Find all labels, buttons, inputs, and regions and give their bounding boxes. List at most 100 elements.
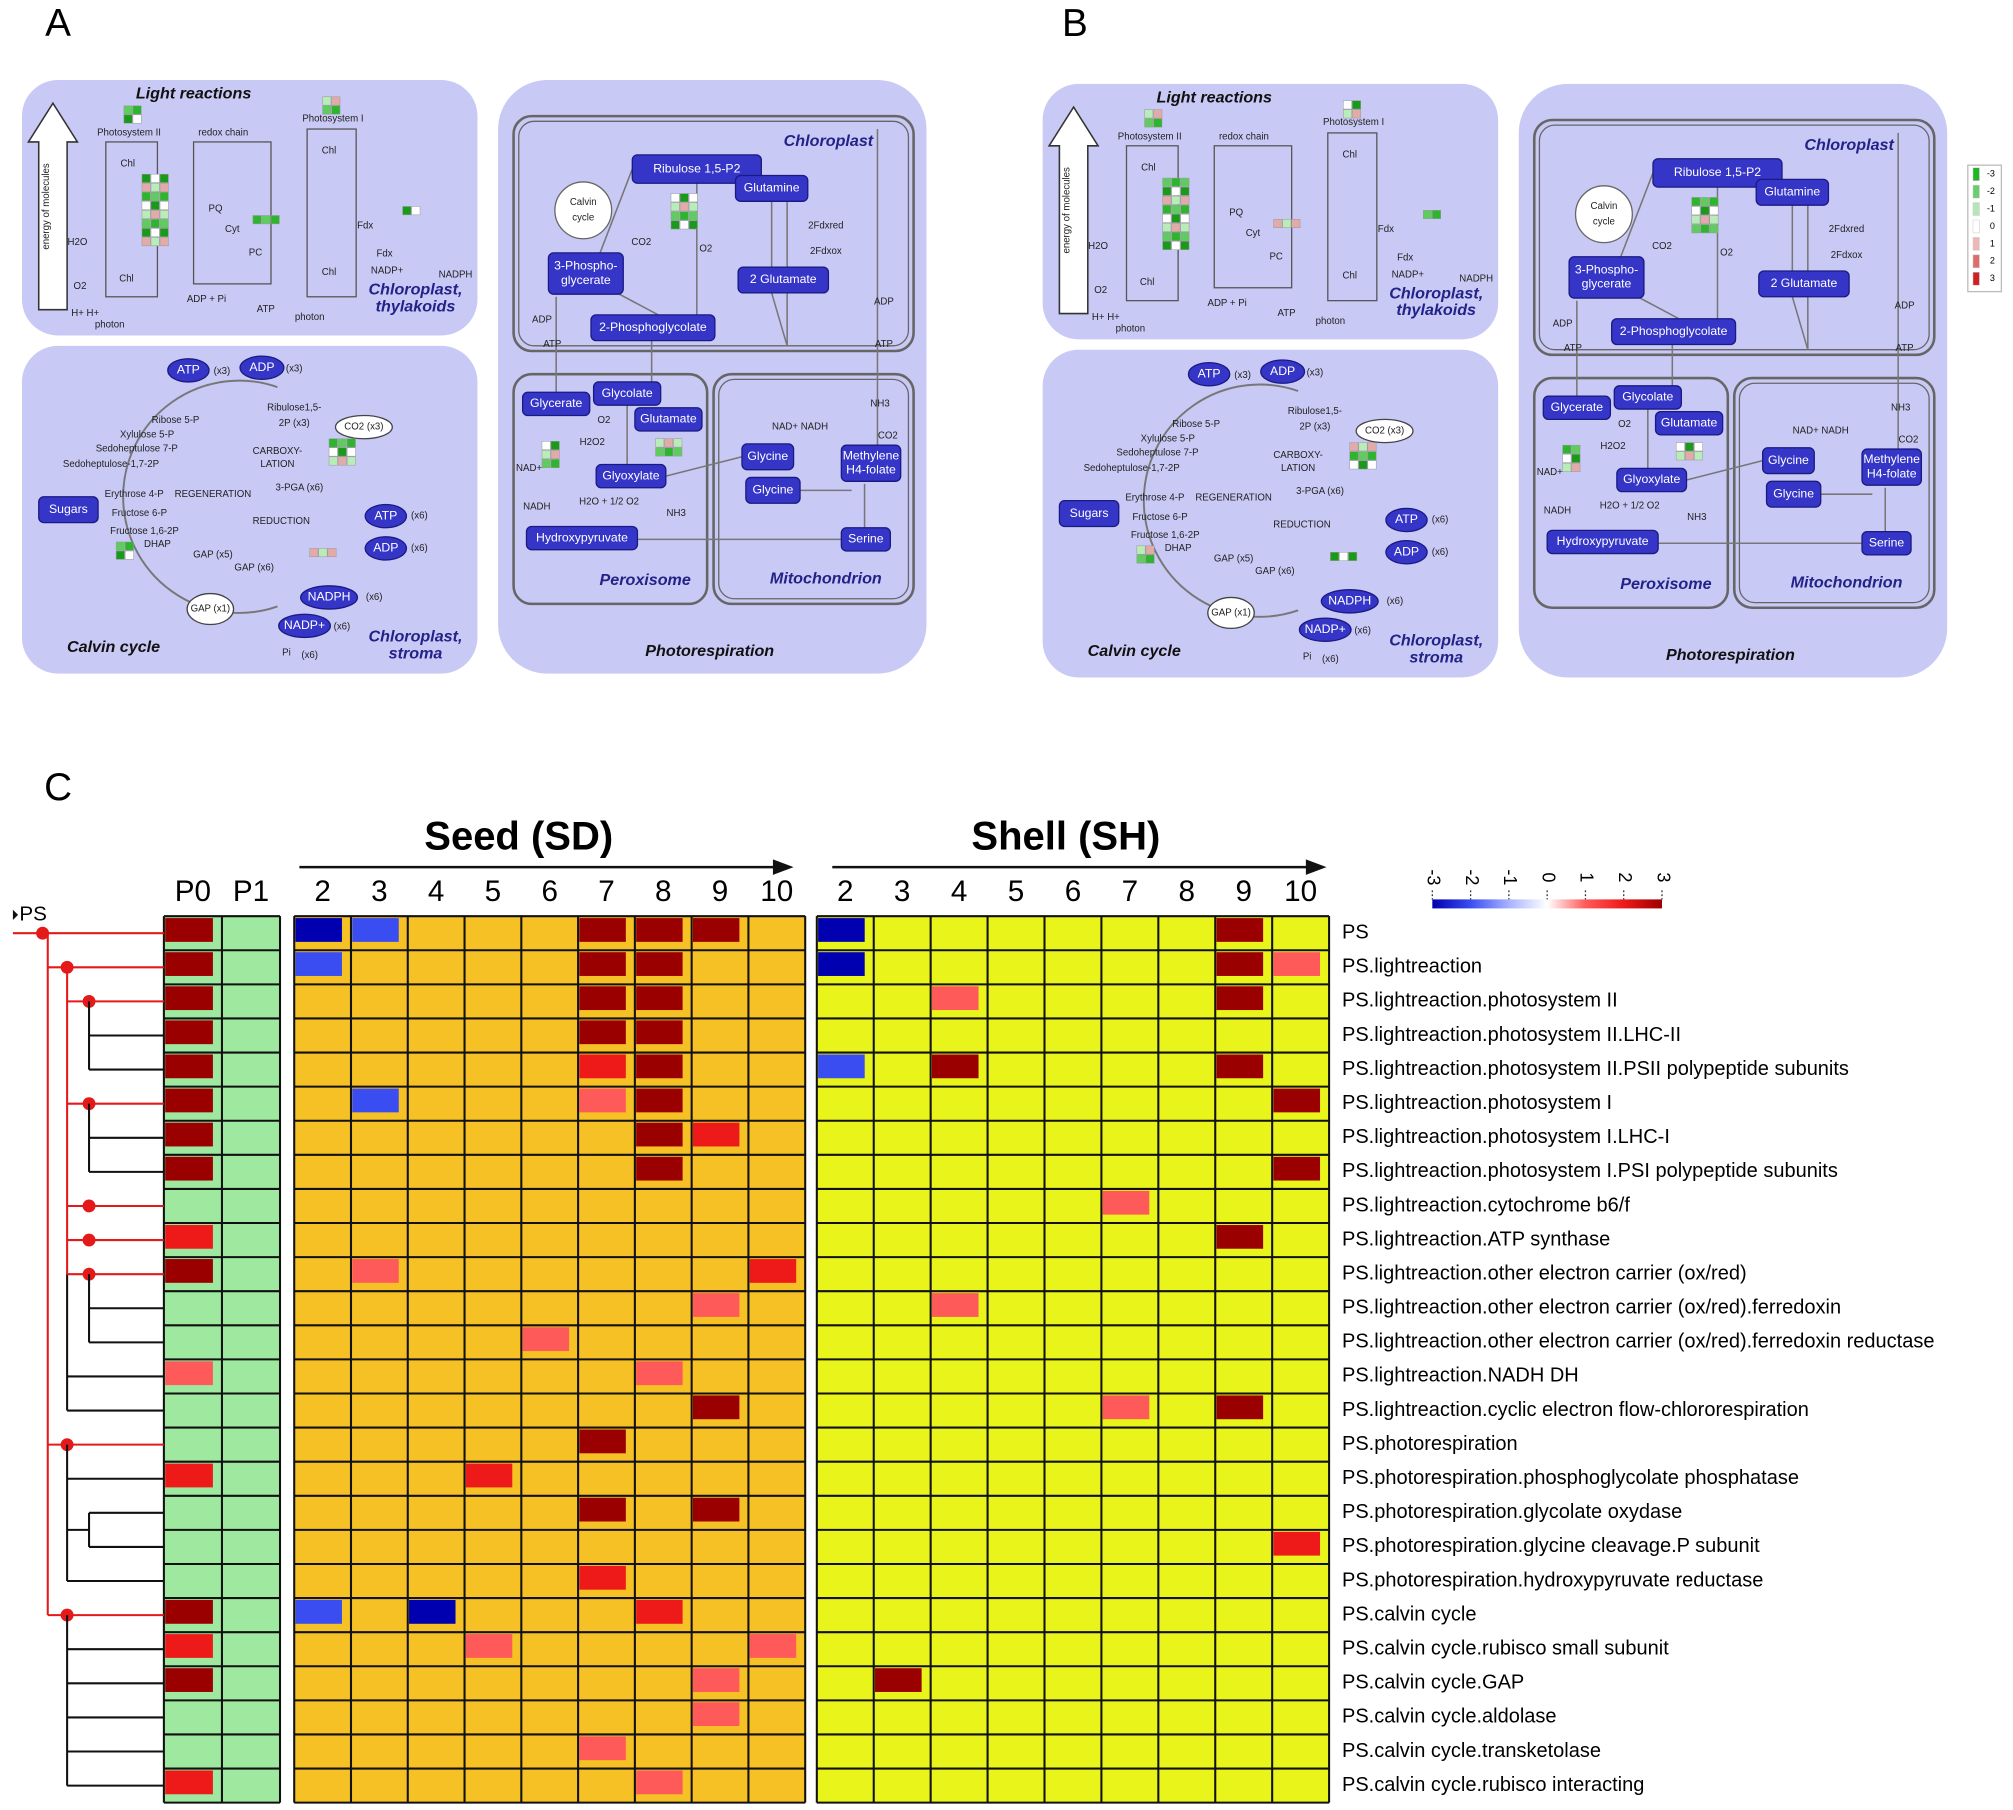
heatmap-cell bbox=[1273, 1088, 1321, 1113]
metabolite-box bbox=[1861, 448, 1923, 486]
metabolite-label: Glycine bbox=[1773, 486, 1814, 500]
heatmap-cell bbox=[636, 918, 683, 942]
group-title: Shell (SH) bbox=[971, 814, 1160, 858]
dendrogram-node bbox=[60, 1438, 74, 1452]
metabolite-label: NADPH bbox=[308, 590, 351, 604]
heatmap-cell bbox=[352, 1088, 399, 1113]
pathway-label: H2O + 1/2 O2 bbox=[579, 497, 639, 508]
metabolite-label: Glycerate bbox=[1551, 400, 1604, 414]
peroxisome-membrane bbox=[1532, 376, 1730, 610]
metabolite-label: ATP bbox=[1395, 512, 1418, 526]
pathway-label: REGENERATION bbox=[175, 489, 252, 500]
scale-tick-label: 3 bbox=[1653, 872, 1673, 882]
row-label: PS.calvin cycle.transketolase bbox=[1342, 1740, 1601, 1762]
gene-square bbox=[150, 237, 160, 247]
pathway-label: PC bbox=[249, 247, 262, 258]
gene-square bbox=[1348, 552, 1358, 561]
metabolite-box bbox=[167, 358, 210, 383]
legend-tick-label: 2 bbox=[1990, 256, 1995, 266]
pathway-label: Photosystem I bbox=[302, 113, 363, 124]
heatmap-cell bbox=[636, 1020, 683, 1045]
metabolite-box bbox=[634, 407, 703, 432]
pathway-legend: -3 -2 -1 0 1 2 3 bbox=[1967, 164, 2003, 293]
pathway-label: (x6) bbox=[411, 511, 428, 522]
pathway-label: GAP (x6) bbox=[1255, 566, 1295, 577]
gene-square bbox=[1349, 451, 1359, 461]
legend-tick-label: 0 bbox=[1990, 221, 1995, 231]
row-label: PS.lightreaction bbox=[1342, 956, 1482, 978]
scale-tick-label: -3 bbox=[1424, 869, 1444, 885]
arrow bbox=[770, 180, 788, 347]
gene-square bbox=[673, 447, 683, 457]
gene-square bbox=[115, 541, 125, 551]
metabolite-label: NADP+ bbox=[284, 618, 325, 632]
heatmap-cell bbox=[1216, 986, 1264, 1011]
heatmap-cell bbox=[165, 952, 213, 976]
legend-tick-label: -3 bbox=[1987, 169, 1995, 179]
scale-tick-label: -2 bbox=[1462, 869, 1482, 885]
pathway-label: ADP bbox=[1553, 318, 1573, 329]
gene-square bbox=[270, 215, 280, 225]
column-label: 9 bbox=[712, 875, 729, 908]
pathway-panel: Ribulose 1,5-P2 Glutamine 3-Phospho-glycer… bbox=[21, 80, 927, 674]
metabolite-label: Glutamine bbox=[1764, 184, 1820, 198]
heatmap-cell bbox=[931, 986, 979, 1011]
metabolite-label: H4-folate bbox=[1867, 466, 1917, 480]
gene-square bbox=[679, 202, 689, 212]
metabolite-label: Glycine bbox=[747, 449, 788, 463]
gene-square bbox=[141, 219, 151, 229]
column-label: 8 bbox=[1179, 875, 1196, 908]
row-label: PS.photorespiration.glycine cleavage.P s… bbox=[1342, 1535, 1760, 1557]
pathway-label: ADP bbox=[532, 315, 552, 326]
metabolite-label: Sugars bbox=[49, 502, 88, 516]
metabolite-label: Glutamate bbox=[1661, 415, 1718, 429]
heatmap-cell bbox=[165, 1634, 213, 1658]
heatmap-cell bbox=[692, 1702, 740, 1727]
gene-square bbox=[1153, 118, 1163, 128]
dendrogram-node bbox=[82, 1199, 96, 1213]
group-arrowhead bbox=[772, 859, 794, 875]
pathway-label: Photosystem II bbox=[97, 127, 161, 138]
gene-square bbox=[1162, 195, 1172, 205]
pathway-label: ADP bbox=[874, 296, 894, 307]
pathway-label: ATP bbox=[875, 339, 893, 350]
heatmap-cell bbox=[818, 952, 865, 976]
heatmap-cell bbox=[692, 1497, 740, 1522]
heatmap-cell bbox=[1216, 952, 1264, 976]
gene-square bbox=[1171, 204, 1181, 214]
gene-square bbox=[541, 459, 551, 469]
pathway-label: NAD+ NADH bbox=[1793, 426, 1849, 437]
region-label: Photorespiration bbox=[1666, 646, 1795, 664]
heatmap-cell bbox=[636, 986, 683, 1011]
pathway-label: Cyt bbox=[225, 224, 240, 235]
pathway-label: photon bbox=[1116, 324, 1146, 335]
pathway-label: (x3) bbox=[214, 366, 231, 377]
pathway-label: photon bbox=[95, 320, 125, 331]
gene-square bbox=[327, 548, 337, 558]
thylakoid bbox=[1213, 145, 1293, 289]
gene-square bbox=[1358, 460, 1368, 470]
pathway-label: Erythrose 4-P bbox=[105, 489, 164, 500]
gene-square bbox=[141, 173, 151, 183]
gap-oval bbox=[1207, 596, 1255, 630]
pathway-label: CO2 (x3) bbox=[1365, 426, 1404, 437]
heatmap-cell bbox=[1273, 1531, 1321, 1556]
pathway-label: ADP bbox=[1895, 300, 1915, 311]
gene-square bbox=[1367, 442, 1377, 452]
gene-square bbox=[670, 220, 680, 230]
metabolite-box bbox=[1298, 617, 1352, 642]
heatmap-cell bbox=[165, 1600, 213, 1624]
column-label: P1 bbox=[233, 875, 269, 908]
pathway-label: ATP bbox=[1896, 343, 1914, 354]
gene-square bbox=[159, 173, 169, 183]
arrow bbox=[599, 168, 634, 254]
metabolite-box bbox=[364, 536, 408, 561]
gene-square bbox=[1562, 444, 1572, 454]
gene-square bbox=[346, 456, 356, 466]
gene-square bbox=[252, 215, 262, 225]
metabolite-label: Glycolate bbox=[602, 386, 653, 400]
column-label: 5 bbox=[1008, 875, 1025, 908]
gene-square bbox=[309, 548, 319, 558]
gene-square bbox=[1700, 197, 1710, 207]
